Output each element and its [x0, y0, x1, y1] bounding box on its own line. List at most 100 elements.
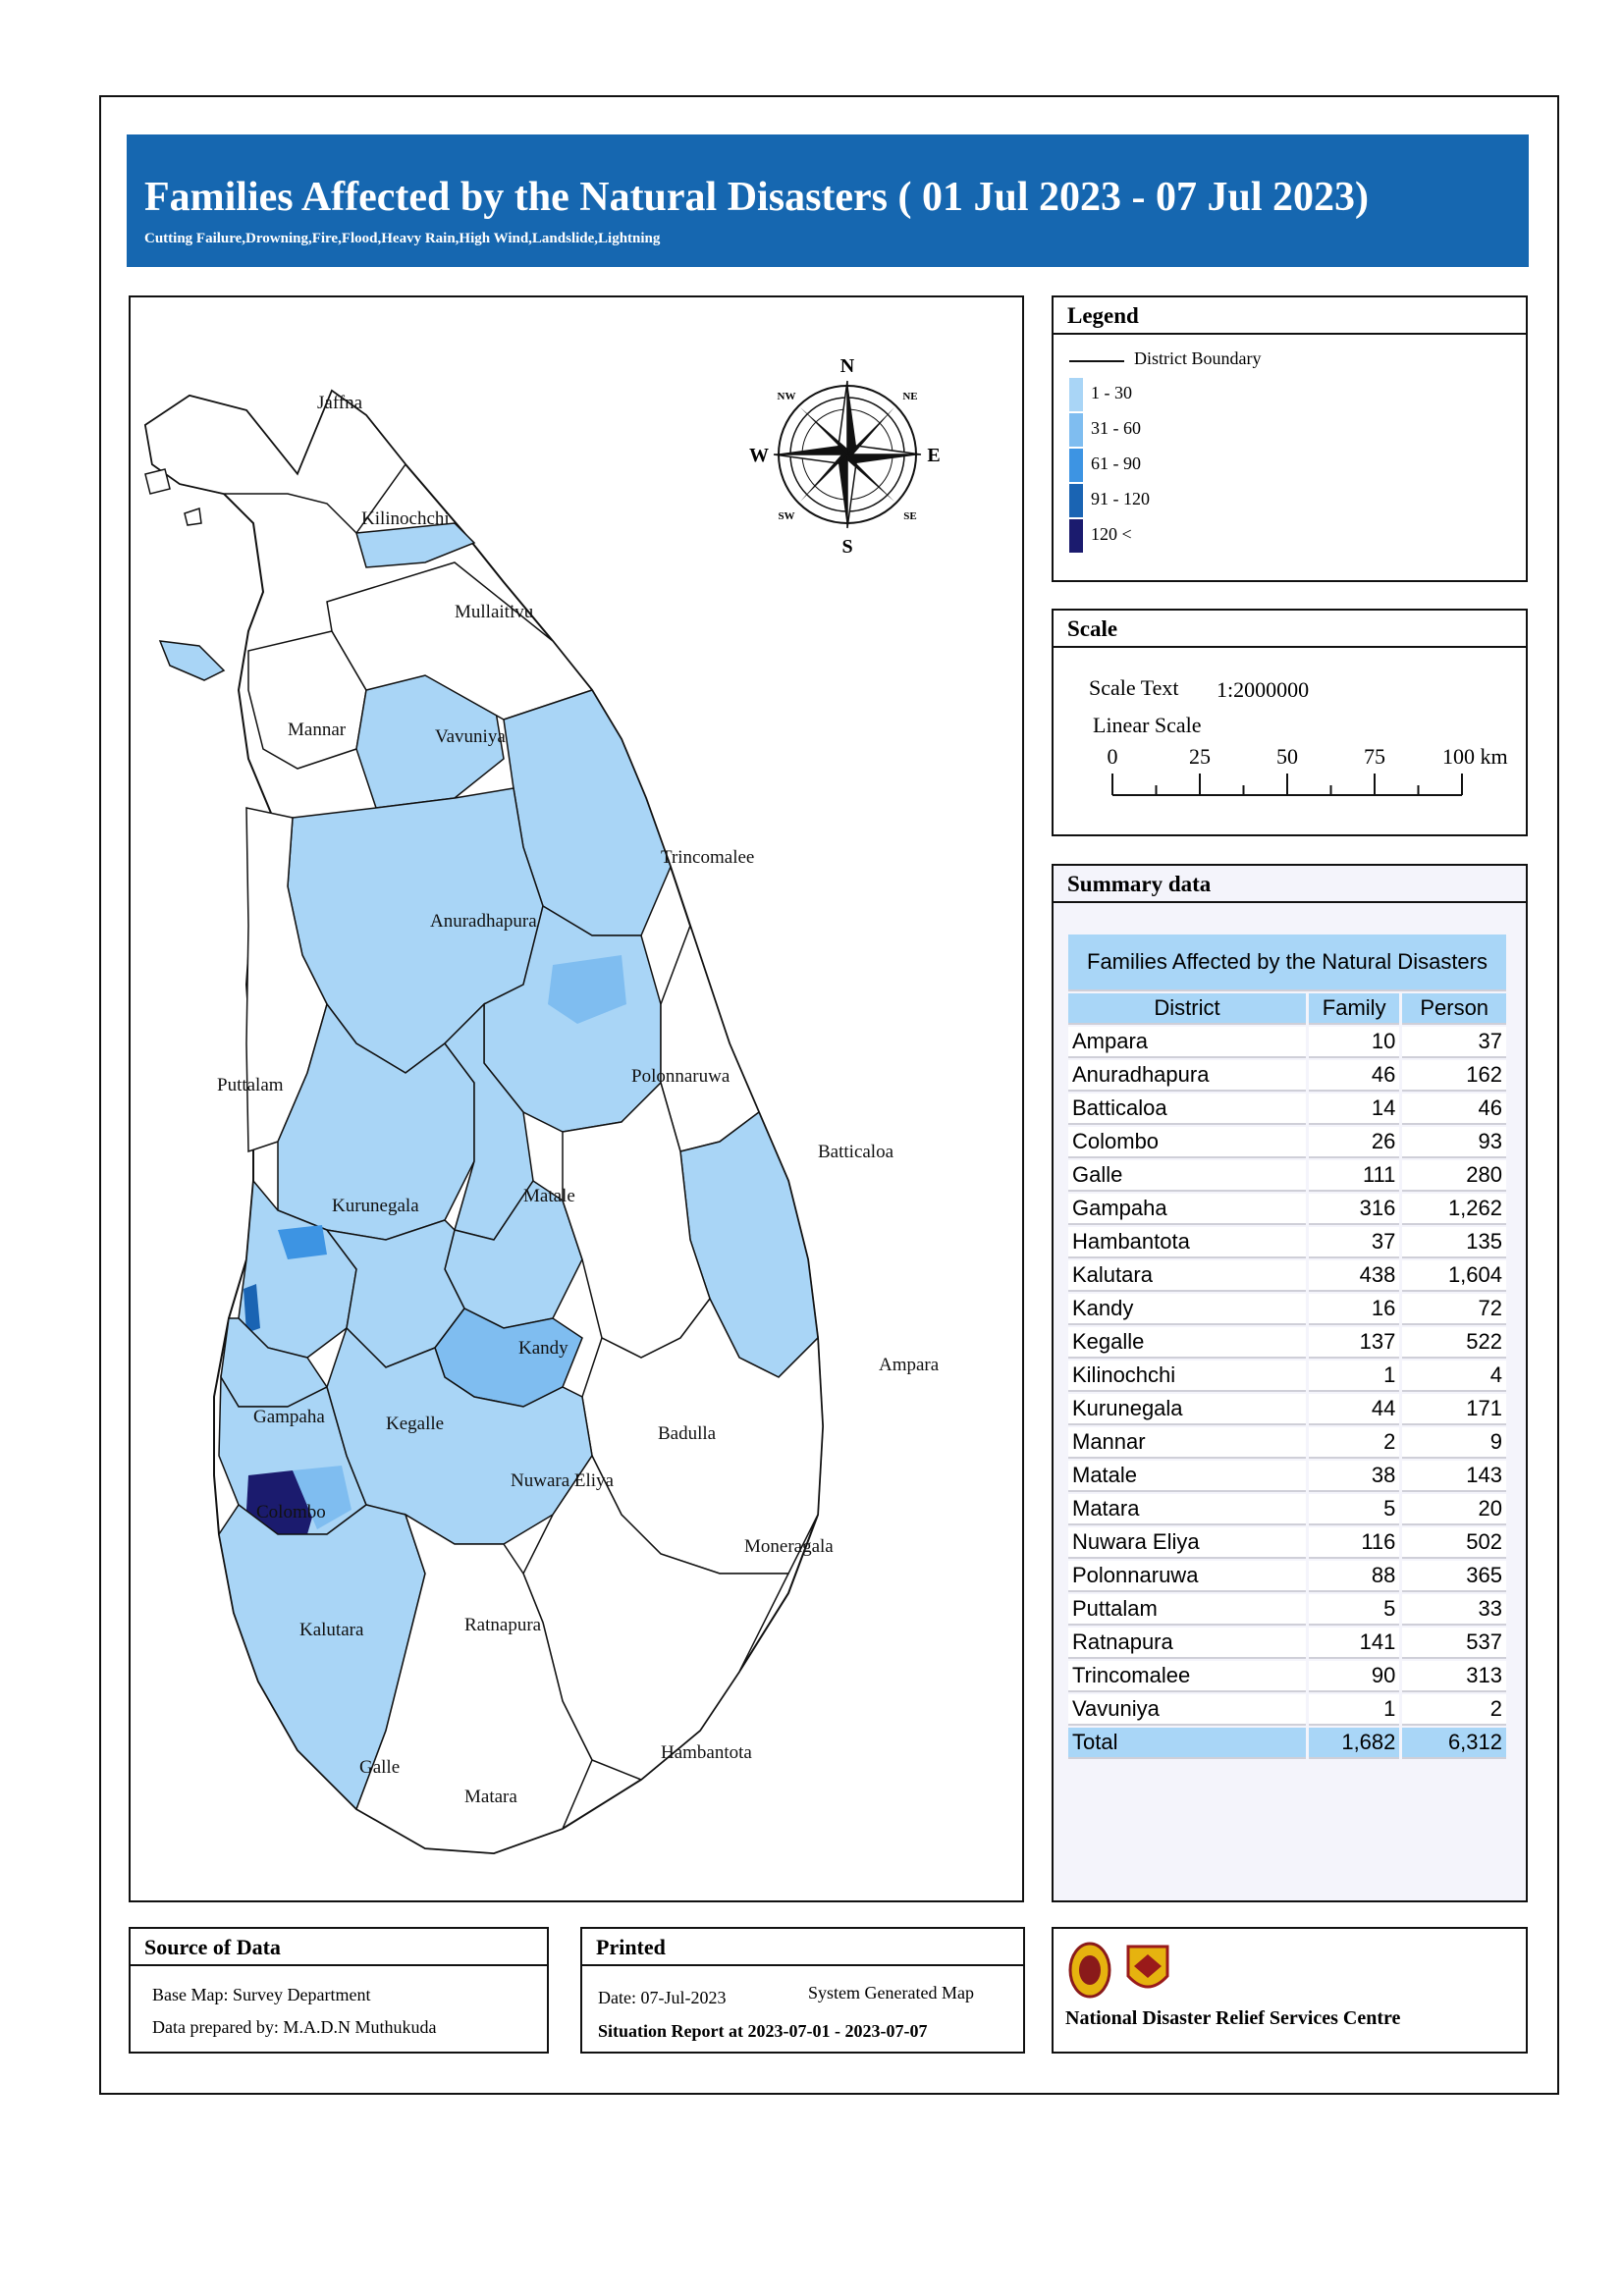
summary-table-body: Ampara 10 37 Anuradhapura 46 162 Batticaloa 14 4…	[1068, 1027, 1506, 1759]
cell-family: 1,682	[1309, 1728, 1400, 1759]
cell-person: 522	[1402, 1327, 1506, 1359]
cell-family: 5	[1309, 1494, 1400, 1525]
compass-s: S	[841, 536, 852, 558]
cell-family: 37	[1309, 1227, 1400, 1258]
cell-district: Anuradhapura	[1068, 1060, 1306, 1092]
compass-e: E	[927, 445, 940, 466]
compass-rose: N S E W NW NE SW SE	[749, 355, 941, 558]
cell-district: Nuwara Eliya	[1068, 1527, 1306, 1559]
table-row: Kilinochchi 1 4	[1068, 1361, 1506, 1392]
printed-date: Date: 07-Jul-2023	[598, 1988, 727, 2007]
legend-class-label: 31 - 60	[1091, 418, 1141, 438]
district-jaffna[interactable]	[144, 389, 406, 535]
cell-person: 33	[1402, 1594, 1506, 1626]
organization-panel: National Disaster Relief Services Centre	[1052, 1927, 1528, 2054]
cell-district: Kandy	[1068, 1294, 1306, 1325]
source-heading: Source of Data	[144, 1935, 281, 1959]
table-row: Batticaloa 14 46	[1068, 1094, 1506, 1125]
district-kilinochchi[interactable]	[355, 522, 476, 568]
compass-w: W	[749, 445, 769, 466]
cell-person: 162	[1402, 1060, 1506, 1092]
legend-swatch	[1069, 413, 1083, 447]
summary-total-row: Total 1,682 6,312	[1068, 1728, 1506, 1759]
printed-report: Situation Report at 2023-07-01 - 2023-07…	[598, 2021, 928, 2041]
table-row: Hambantota 37 135	[1068, 1227, 1506, 1258]
map-label-mullaitivu: Mullaitivu	[455, 602, 534, 622]
cell-family: 38	[1309, 1461, 1400, 1492]
legend-class-label: 120 <	[1091, 524, 1132, 544]
table-row: Gampaha 316 1,262	[1068, 1194, 1506, 1225]
sri-lanka-map: N S E W NW NE SW SE	[143, 355, 941, 1855]
cell-person: 4	[1402, 1361, 1506, 1392]
table-row: Kegalle 137 522	[1068, 1327, 1506, 1359]
legend-boundary-label: District Boundary	[1134, 348, 1262, 368]
cell-family: 111	[1309, 1160, 1400, 1192]
cell-district: Galle	[1068, 1160, 1306, 1192]
cell-person: 2	[1402, 1694, 1506, 1726]
cell-family: 2	[1309, 1427, 1400, 1459]
cell-person: 135	[1402, 1227, 1506, 1258]
cell-district: Kegalle	[1068, 1327, 1306, 1359]
cell-person: 502	[1402, 1527, 1506, 1559]
cell-family: 44	[1309, 1394, 1400, 1425]
map-label-matara: Matara	[464, 1787, 517, 1807]
map-label-anuradhapura: Anuradhapura	[430, 911, 537, 932]
map-label-ratnapura: Ratnapura	[464, 1615, 542, 1635]
district-kalutara-mid	[293, 1466, 352, 1529]
source-base-map: Base Map: Survey Department	[152, 1985, 371, 2004]
summary-heading: Summary data	[1067, 872, 1212, 896]
printed-system: System Generated Map	[808, 1983, 974, 2002]
table-row: Kandy 16 72	[1068, 1294, 1506, 1325]
map-label-kegalle: Kegalle	[386, 1414, 445, 1434]
scale-tick-label: 50	[1276, 744, 1298, 769]
map-subtitle: Cutting Failure,Drowning,Fire,Flood,Heav…	[144, 231, 661, 246]
cell-family: 137	[1309, 1327, 1400, 1359]
scale-text-label: Scale Text	[1089, 675, 1179, 700]
compass-ne: NE	[902, 391, 917, 402]
legend-swatch	[1069, 378, 1083, 411]
table-row: Kalutara 438 1,604	[1068, 1260, 1506, 1292]
legend-class-label: 91 - 120	[1091, 489, 1150, 508]
map-title: Families Affected by the Natural Disaste…	[144, 175, 1370, 220]
scale-tick-label: 0	[1108, 744, 1118, 769]
map-label-ampara: Ampara	[879, 1355, 940, 1375]
cell-family: 116	[1309, 1527, 1400, 1559]
legend-divider	[1054, 333, 1526, 335]
cell-family: 90	[1309, 1661, 1400, 1692]
district-matara[interactable]	[355, 1513, 593, 1854]
district-gampaha-coast	[243, 1284, 260, 1333]
legend-panel: Legend District Boundary 1 - 30 31 - 60 61…	[1052, 295, 1528, 582]
cell-district: Mannar	[1068, 1427, 1306, 1459]
map-label-vavuniya: Vavuniya	[435, 726, 506, 747]
cell-family: 438	[1309, 1260, 1400, 1292]
legend-class-label: 61 - 90	[1091, 454, 1141, 473]
table-row: Ratnapura 141 537	[1068, 1628, 1506, 1659]
sri-lanka-emblem-icon	[1068, 1942, 1111, 1999]
source-panel: Source of Data Base Map: Survey Departme…	[129, 1927, 549, 2054]
summary-table: Families Affected by the Natural Disaste…	[1065, 933, 1509, 1761]
scale-heading: Scale	[1067, 616, 1118, 641]
scale-tick-label: 100 km	[1442, 744, 1508, 769]
organization-name: National Disaster Relief Services Centre	[1065, 2007, 1401, 2029]
cell-person: 72	[1402, 1294, 1506, 1325]
cell-family: 16	[1309, 1294, 1400, 1325]
compass-nw: NW	[778, 391, 796, 402]
district-gampaha-dense	[278, 1225, 327, 1259]
table-row: Galle 111 280	[1068, 1160, 1506, 1192]
map-label-mannar: Mannar	[288, 720, 347, 740]
cell-district: Matara	[1068, 1494, 1306, 1525]
cell-person: 280	[1402, 1160, 1506, 1192]
scale-divider	[1054, 646, 1526, 648]
column-family: Family	[1309, 993, 1400, 1025]
mannar-island	[158, 640, 226, 681]
scale-text-value: 1:2000000	[1217, 677, 1310, 702]
cell-person: 93	[1402, 1127, 1506, 1158]
table-row: Ampara 10 37	[1068, 1027, 1506, 1058]
map-label-jaffna: Jaffna	[317, 393, 363, 413]
cell-family: 14	[1309, 1094, 1400, 1125]
cell-family: 1	[1309, 1694, 1400, 1726]
scale-panel: Scale Scale Text 1:2000000 Linear Scale …	[1052, 609, 1528, 836]
boundary-line-symbol	[1069, 360, 1124, 362]
summary-table-title: Families Affected by the Natural Disaste…	[1068, 934, 1506, 991]
summary-divider	[1054, 901, 1526, 903]
